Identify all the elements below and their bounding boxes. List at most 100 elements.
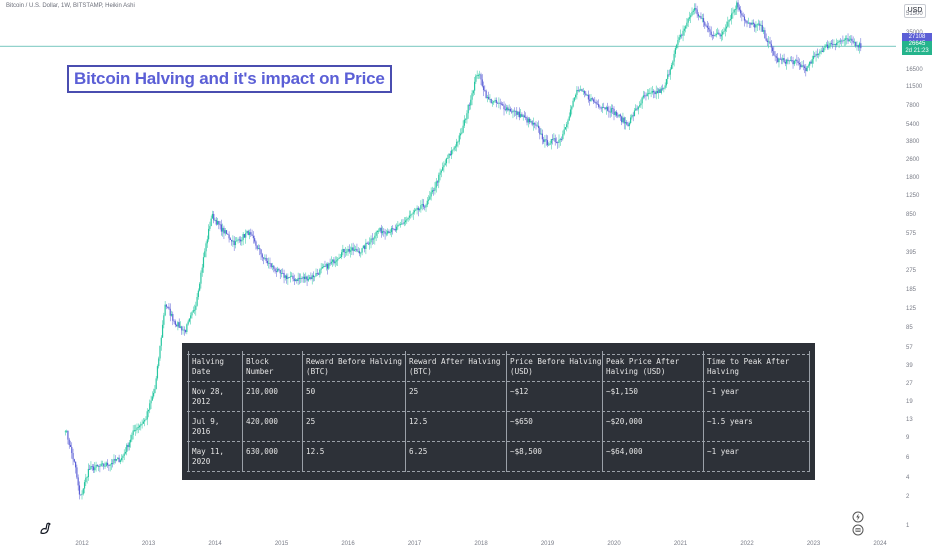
candle-body	[402, 223, 404, 225]
candle-body	[347, 248, 349, 252]
candle-body	[232, 240, 234, 242]
candle-body	[583, 91, 586, 94]
candle-body	[73, 459, 75, 462]
price-chart[interactable]	[0, 0, 896, 550]
candle-body	[69, 445, 72, 447]
candle-body	[630, 117, 632, 124]
candle-body	[844, 38, 847, 40]
candle-body	[784, 61, 786, 64]
candle-body	[479, 74, 481, 76]
candle-body	[834, 44, 836, 45]
candle-body	[697, 14, 700, 17]
candle-body	[324, 266, 326, 267]
table-rule	[187, 471, 810, 472]
candle-body	[539, 128, 541, 135]
price-axis[interactable]: 1100007400051500350002400016500115007800…	[896, 0, 932, 550]
candle-body	[558, 139, 560, 143]
candle-body	[832, 43, 834, 45]
candle-body	[711, 35, 714, 36]
candle-body	[330, 261, 332, 264]
candle-body	[445, 158, 448, 164]
candle-body	[530, 121, 532, 123]
candle-body	[383, 231, 385, 232]
time-tick-label: 2017	[407, 541, 422, 547]
candle-body	[591, 98, 593, 100]
candle-body	[72, 453, 74, 460]
candle-body	[329, 263, 331, 265]
candle-body	[341, 252, 343, 258]
candle-body	[771, 47, 774, 52]
table-separator	[602, 351, 603, 472]
candle-body	[326, 264, 329, 269]
candle-body	[783, 58, 785, 62]
candle-body	[802, 65, 804, 67]
candle-body	[128, 442, 130, 448]
candle-body	[431, 190, 434, 193]
table-cell: 25	[306, 417, 316, 426]
candle-body	[351, 247, 353, 251]
candle-body	[752, 22, 754, 24]
candle-body	[500, 103, 503, 105]
candle-body	[275, 271, 277, 273]
candle-body	[705, 25, 707, 27]
candle-body	[421, 204, 423, 206]
table-cell: May 11, 2020	[192, 447, 225, 466]
candle-body	[365, 242, 367, 249]
currency-selector[interactable]: USD	[904, 4, 926, 18]
table-rule	[187, 411, 810, 412]
candle-body	[439, 172, 441, 175]
candle-body	[142, 421, 144, 424]
candle-body	[633, 110, 636, 117]
candle-body	[819, 51, 821, 54]
candle-body	[260, 249, 262, 255]
candle-body	[99, 465, 101, 467]
candle-body	[261, 254, 263, 258]
candle-body	[302, 276, 304, 279]
candle-body	[403, 222, 405, 224]
candle-body	[517, 111, 519, 115]
candle-body	[204, 251, 206, 258]
candle-body	[413, 210, 416, 213]
candle-body	[600, 107, 602, 109]
candle-body	[257, 248, 260, 249]
candle-body	[316, 273, 318, 274]
candle-body	[734, 9, 737, 11]
candle-body	[183, 329, 185, 331]
candle-body	[779, 58, 781, 60]
tradingview-logo-icon[interactable]	[38, 520, 54, 536]
candle-body	[109, 464, 111, 466]
candle-body	[484, 90, 486, 91]
candle-body	[243, 234, 246, 238]
candle-body	[770, 43, 772, 48]
candle-body	[537, 125, 540, 129]
candle-body	[353, 249, 355, 251]
candle-body	[760, 25, 762, 26]
candle-body	[367, 243, 370, 245]
candle-body	[199, 283, 201, 291]
history-icon[interactable]	[852, 524, 864, 536]
candle-body	[677, 40, 679, 45]
candle-body	[450, 150, 453, 156]
candle-body	[759, 23, 761, 26]
table-cell: ~$20,000	[606, 417, 643, 426]
candle-body	[224, 230, 226, 234]
candle-body	[599, 106, 601, 108]
candle-body	[623, 117, 625, 124]
candles	[64, 0, 862, 500]
price-tick-label: 9	[906, 435, 910, 442]
candle-body	[121, 457, 123, 461]
candle-body	[821, 50, 824, 53]
candle-body	[248, 232, 251, 236]
candle-body	[708, 27, 710, 30]
candle-body	[229, 238, 231, 240]
candle-body	[724, 28, 726, 32]
candle-body	[372, 238, 375, 240]
candle-body	[298, 277, 301, 279]
candle-body	[71, 446, 73, 454]
candle-body	[746, 20, 748, 24]
lightning-icon[interactable]	[852, 511, 864, 523]
candle-body	[293, 278, 295, 282]
table-separator	[302, 351, 303, 472]
candle-body	[604, 107, 606, 110]
candle-body	[442, 167, 444, 171]
